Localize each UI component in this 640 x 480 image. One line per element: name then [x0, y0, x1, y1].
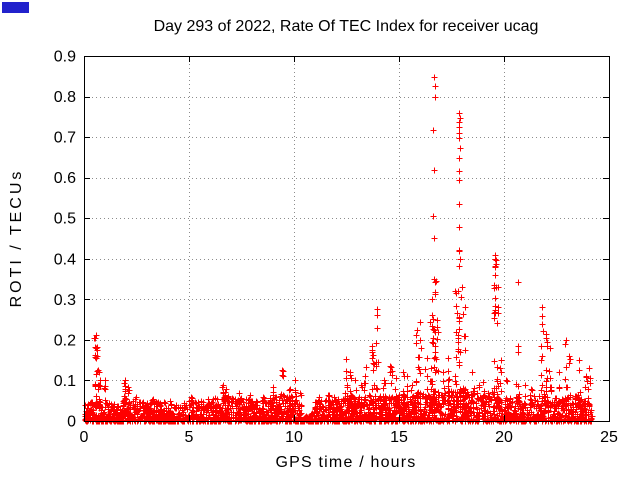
x-axis-label: GPS time / hours — [275, 454, 416, 471]
y-tick-label: 0.2 — [54, 332, 76, 349]
frame-and-ticks — [84, 56, 610, 422]
y-tick-label: 0.7 — [54, 130, 76, 147]
chart-title: Day 293 of 2022, Rate Of TEC Index for r… — [154, 18, 539, 35]
y-axis-label: ROTI / TECUs — [8, 169, 25, 308]
y-tick-label: 0.5 — [54, 211, 76, 228]
tick-labels: 0 0.1 0.2 0.3 0.4 0.5 0.6 0.7 0.8 0.9 0 5 10 15 20 25 — [54, 49, 618, 447]
y-tick-label: 0.9 — [54, 49, 76, 66]
y-tick-label: 0.8 — [54, 89, 76, 106]
y-tick-label: 0 — [67, 414, 76, 431]
y-tick-label: 0.6 — [54, 170, 76, 187]
y-tick-label: 0.4 — [54, 251, 76, 268]
x-tick-label: 0 — [80, 429, 89, 446]
y-tick-label: 0.1 — [54, 373, 76, 390]
y-tick-label: 0.3 — [54, 292, 76, 309]
x-tick-label: 20 — [495, 429, 513, 446]
corner-marker — [2, 2, 29, 13]
x-tick-label: 15 — [390, 429, 408, 446]
plot-frame — [84, 56, 610, 422]
x-tick-label: 5 — [185, 429, 194, 446]
x-tick-label: 25 — [600, 429, 618, 446]
x-tick-label: 10 — [285, 429, 303, 446]
